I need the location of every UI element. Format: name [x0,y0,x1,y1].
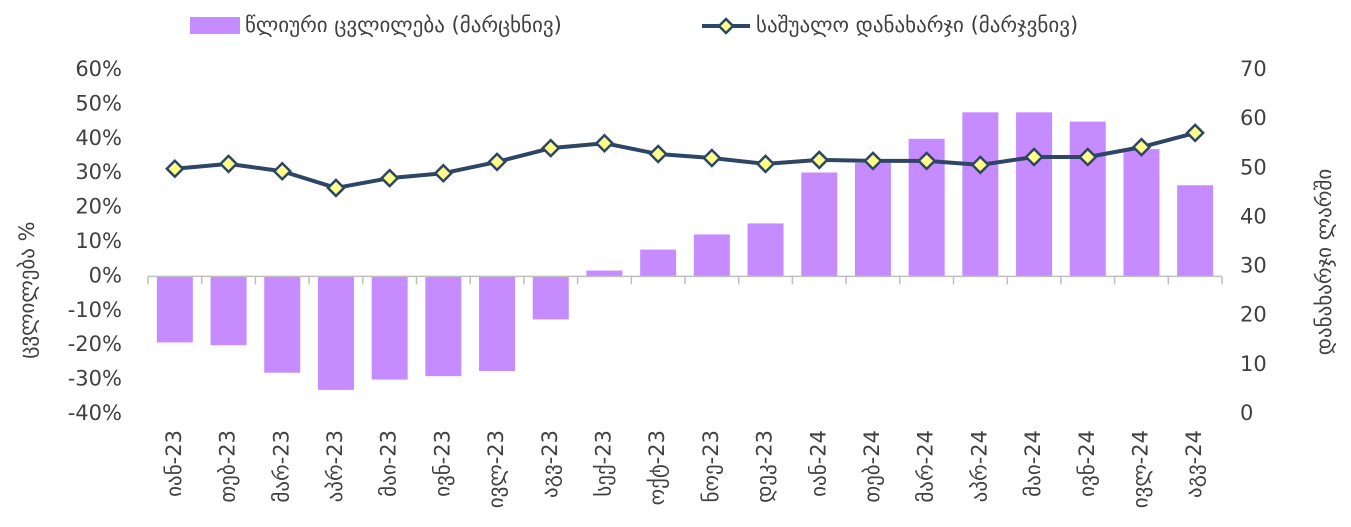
y-tick-label: -20% [68,332,122,356]
y-tick-label: 10% [75,229,122,253]
legend-label: საშუალო დანახარჯი (მარჯვნივ) [756,13,1078,37]
marker [1077,147,1098,167]
bar [210,276,247,346]
bar [962,112,999,277]
y2-tick-label: 30 [1240,254,1267,278]
marker [594,133,615,153]
y2-tick-label: 40 [1240,204,1267,228]
y-tick-label: 0% [89,263,122,287]
bar [532,276,569,320]
bar [693,234,730,277]
bar [747,223,784,277]
x-tick-label: აგვ-24 [1182,430,1206,498]
legend-label: წლიური ცვლილება (მარცხნივ) [245,13,562,37]
marker [272,161,293,182]
bar [1177,185,1214,277]
y-tick-label: 50% [75,91,122,115]
y-tick-label: 40% [75,126,122,150]
bar [1016,112,1053,277]
marker [755,154,776,174]
x-tick-label: იან-24 [806,430,830,497]
bar [640,249,677,277]
bar [1123,149,1160,277]
marker [165,159,185,179]
marker [1185,123,1205,143]
marker [863,151,883,171]
bar [371,276,408,380]
x-tick-label: მაი-23 [377,430,401,497]
bar [801,172,838,277]
marker [970,155,991,175]
marker [326,178,346,198]
bar [854,162,891,277]
y-tick-label: 20% [75,195,122,219]
marker [218,154,239,174]
x-tick-label: აგვ-23 [538,430,562,498]
legend-marker [717,17,735,35]
x-tick-label: აპრ-24 [967,430,991,502]
x-tick-label: თებ-24 [860,430,884,503]
bar [264,276,301,373]
x-tick-label: აპრ-23 [323,430,347,502]
marker [809,150,830,170]
x-tick-label: ივლ-24 [1128,430,1152,508]
bar [479,276,516,371]
y2-tick-label: 20 [1240,303,1267,327]
x-tick-label: ოქტ-23 [645,430,669,505]
x-tick-label: მაი-24 [1021,430,1045,497]
x-tick-label: ივნ-24 [1075,430,1099,497]
marker [433,163,454,183]
bar [586,270,623,277]
legend-swatch [190,17,240,34]
marker [487,152,507,172]
marker [648,144,668,164]
y-axis-title: ცვლილება % [15,221,39,358]
y2-axis-title: დანახარჯი ლარში [1312,169,1336,355]
y2-tick-label: 70 [1240,57,1267,81]
y2-tick-label: 50 [1240,155,1267,179]
bar [425,276,462,377]
x-tick-label: მარ-23 [269,430,293,503]
marker [702,148,722,168]
y-tick-label: -40% [68,401,122,425]
x-tick-label: იან-23 [162,430,186,497]
marker [379,168,400,188]
x-tick-label: ივლ-23 [484,430,508,508]
x-tick-label: სექ-23 [591,430,615,497]
y-tick-label: -10% [68,298,122,322]
marker [540,138,561,158]
y2-tick-label: 60 [1240,106,1267,130]
x-tick-label: დეკ-23 [753,430,777,503]
bar [156,276,193,343]
marker [916,151,937,171]
y-tick-label: 60% [75,57,122,81]
y2-tick-label: 10 [1240,352,1267,376]
x-tick-label: ივნ-23 [430,430,454,497]
marker [1131,137,1152,157]
x-tick-label: მარ-24 [914,430,938,503]
line [174,130,1196,190]
y-tick-label: 30% [75,160,122,184]
y-tick-label: -30% [68,367,122,391]
marker [1024,147,1044,167]
x-tick-label: ნოე-23 [699,430,723,502]
x-tick-label: თებ-23 [216,430,240,503]
bar [317,276,354,390]
y2-tick-label: 0 [1240,401,1253,425]
bar [1069,121,1106,277]
